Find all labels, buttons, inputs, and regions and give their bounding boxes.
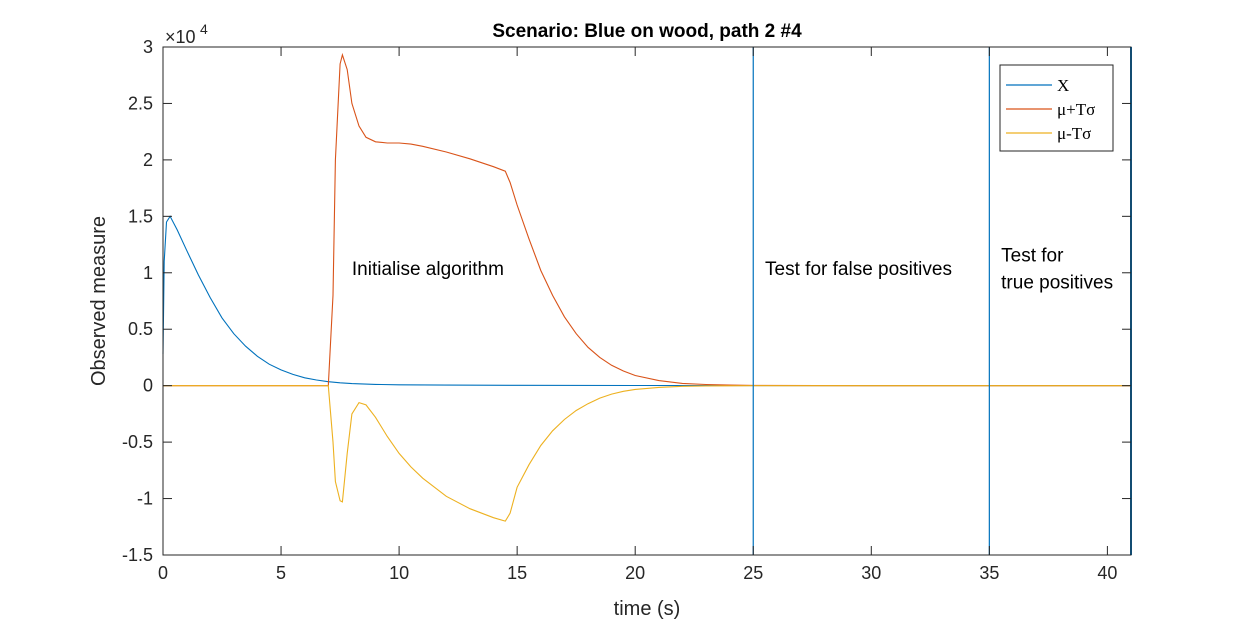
- x-tick-label: 5: [276, 563, 286, 583]
- chart-title: Scenario: Blue on wood, path 2 #4: [492, 21, 802, 42]
- series-line-1: [162, 215, 1131, 387]
- legend-label-3: μ-Tσ: [1057, 124, 1091, 143]
- y-tick-label: 2.5: [128, 93, 153, 113]
- y-tick-label: 2: [143, 150, 153, 170]
- y-tick-label: 0.5: [128, 319, 153, 339]
- y-exponent-power: 4: [200, 21, 208, 37]
- y-tick-label: -1: [137, 489, 153, 509]
- plot-area: [163, 47, 1131, 555]
- y-tick-label: 1.5: [128, 206, 153, 226]
- x-tick-label: 20: [625, 563, 645, 583]
- annotation-2: Test for false positives: [765, 259, 952, 280]
- y-tick-label: -1.5: [122, 545, 153, 565]
- y-tick-label: 1: [143, 263, 153, 283]
- y-exponent-label: ×10 4: [165, 21, 208, 47]
- series-line-2: [163, 52, 1131, 387]
- y-tick-label: 3: [143, 37, 153, 57]
- x-tick-label: 0: [158, 563, 168, 583]
- x-tick-label: 15: [507, 563, 527, 583]
- annotations: Initialise algorithm Test for false posit…: [352, 245, 1113, 293]
- x-tick-label: 40: [1097, 563, 1117, 583]
- y-axis-label: Observed measure: [88, 216, 110, 386]
- legend-label-2: μ+Tσ: [1057, 100, 1095, 119]
- y-tick-label: -0.5: [122, 432, 153, 452]
- series-line-3: [163, 385, 1131, 522]
- legend: Xμ+Tσ μ-Tσ: [999, 64, 1114, 152]
- x-tick-label: 35: [979, 563, 999, 583]
- x-axis-label: time (s): [614, 598, 681, 620]
- annotation-4: true positives: [1001, 273, 1113, 294]
- y-exponent-base: ×10: [165, 27, 196, 47]
- y-tick-label: 0: [143, 376, 153, 396]
- legend-box: [999, 64, 1114, 152]
- x-tick-label: 30: [861, 563, 881, 583]
- series-layer: [162, 52, 1131, 522]
- axes-box: [162, 46, 1132, 556]
- legend-label-1: X: [1057, 76, 1069, 95]
- x-axis-ticks: 0 5 10 15 20 25 30 35 40: [158, 47, 1117, 583]
- y-axis-ticks: -1.5 -1 -0.5 0 0.5 1 1.5 2 2.5 3: [122, 37, 1131, 565]
- x-tick-label: 25: [743, 563, 763, 583]
- annotation-3: Test for: [1001, 245, 1064, 266]
- annotation-1: Initialise algorithm: [352, 259, 504, 280]
- legend-items: Xμ+Tσ μ-Tσ: [1006, 76, 1095, 143]
- x-tick-label: 10: [389, 563, 409, 583]
